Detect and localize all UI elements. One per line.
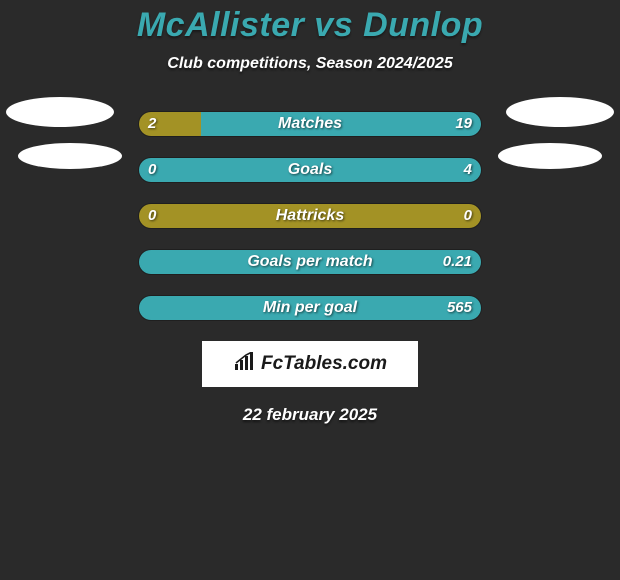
page-title: McAllister vs Dunlop [0,6,620,45]
stat-row: 565Min per goal [0,295,620,321]
stat-label: Goals [138,157,482,183]
stat-row: 219Matches [0,111,620,137]
date-line: 22 february 2025 [0,405,620,425]
stat-label: Min per goal [138,295,482,321]
comparison-card: McAllister vs Dunlop Club competitions, … [0,0,620,425]
brand-box[interactable]: FcTables.com [202,341,418,387]
stat-label: Goals per match [138,249,482,275]
stat-row: 04Goals [0,157,620,183]
stat-label: Hattricks [138,203,482,229]
brand-text: FcTables.com [261,353,387,375]
brand-chart-icon [233,352,257,377]
stat-label: Matches [138,111,482,137]
subtitle: Club competitions, Season 2024/2025 [0,55,620,73]
stats-area: 219Matches 04Goals 00Hattricks 0.21Goals pe… [0,111,620,321]
stat-row: 0.21Goals per match [0,249,620,275]
stat-row: 00Hattricks [0,203,620,229]
